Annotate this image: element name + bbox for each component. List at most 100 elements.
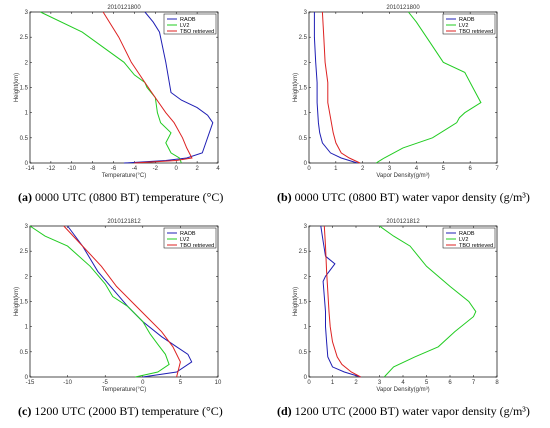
caption-a: (a) 0000 UTC (0800 BT) temperature (°C) bbox=[0, 190, 270, 205]
legend-label: TBO retrieved bbox=[459, 29, 493, 35]
legend-label: RAOB bbox=[459, 17, 475, 23]
y-tick-label: 0.5 bbox=[20, 350, 29, 356]
y-tick-label: 0.5 bbox=[20, 136, 29, 142]
x-tick-label: 2 bbox=[354, 380, 358, 386]
y-axis-label: Height(km) bbox=[14, 287, 20, 316]
series-line-raob bbox=[313, 12, 358, 164]
x-tick-label: 0 bbox=[141, 380, 145, 386]
series-line-raob bbox=[67, 225, 193, 378]
series-line-lv2 bbox=[379, 225, 477, 378]
y-tick-label: 1.5 bbox=[299, 300, 308, 306]
y-tick-label: 2 bbox=[25, 60, 29, 66]
chart-title: 2010121800 bbox=[107, 5, 141, 11]
caption-text: 0000 UTC (0800 BT) water vapor density (… bbox=[294, 190, 530, 204]
chart-title: 2010121800 bbox=[386, 5, 420, 11]
legend-label: LV2 bbox=[180, 23, 189, 29]
x-tick-label: 7 bbox=[495, 166, 499, 172]
caption-text: 1200 UTC (2000 BT) water vapor density (… bbox=[294, 404, 530, 418]
x-tick-label: 5 bbox=[442, 166, 446, 172]
x-tick-label: -12 bbox=[47, 166, 56, 172]
caption-letter: (b) bbox=[277, 190, 292, 204]
y-tick-label: 0 bbox=[25, 161, 29, 167]
series-line-raob bbox=[320, 225, 361, 378]
x-axis-label: Temperature(°C) bbox=[102, 387, 146, 393]
y-tick-label: 2 bbox=[25, 274, 29, 280]
series-line-lv2 bbox=[375, 11, 482, 164]
panel-d: 2010121812 0 1 2 3 4 5 6 7 8 0 0.5 1 1.5 2 2.5 3 Vapor De… bbox=[275, 214, 550, 428]
legend-label: TBO retrieved bbox=[459, 243, 493, 249]
chart-title: 2010121812 bbox=[386, 219, 420, 225]
series-line-tbo bbox=[102, 11, 193, 164]
series-line-tbo bbox=[323, 225, 361, 378]
caption-text: 0000 UTC (0800 BT) temperature (°C) bbox=[35, 190, 224, 204]
y-axis-label: Height(km) bbox=[293, 287, 299, 316]
x-tick-label: 3 bbox=[378, 380, 382, 386]
series-line-lv2 bbox=[29, 225, 170, 378]
series-line-lv2 bbox=[40, 11, 182, 164]
legend-label: LV2 bbox=[180, 237, 189, 243]
x-tick-label: -8 bbox=[90, 166, 96, 172]
x-axis-label: Temperature(°C) bbox=[102, 173, 146, 179]
y-tick-label: 3 bbox=[25, 224, 29, 230]
x-tick-label: 1 bbox=[334, 166, 338, 172]
caption-letter: (c) bbox=[18, 404, 32, 418]
series-line-tbo bbox=[63, 225, 181, 378]
caption-letter: (d) bbox=[277, 404, 292, 418]
y-tick-label: 2.5 bbox=[20, 249, 29, 255]
x-tick-label: -2 bbox=[153, 166, 159, 172]
x-tick-label: -4 bbox=[132, 166, 138, 172]
y-tick-label: 2 bbox=[304, 60, 308, 66]
x-tick-label: -15 bbox=[26, 380, 35, 386]
x-tick-label: 2 bbox=[195, 166, 199, 172]
legend-label: RAOB bbox=[459, 231, 475, 237]
y-axis-label: Height(km) bbox=[293, 73, 299, 102]
y-tick-label: 1 bbox=[25, 111, 29, 117]
legend-label: LV2 bbox=[459, 23, 468, 29]
x-axis-label: Vapor Density(g/m³) bbox=[376, 173, 429, 179]
caption-letter: (a) bbox=[18, 190, 32, 204]
chart-title: 2010121812 bbox=[107, 219, 141, 225]
legend-label: TBO retrieved bbox=[180, 243, 214, 249]
x-tick-label: 8 bbox=[495, 380, 499, 386]
x-tick-label: 4 bbox=[415, 166, 419, 172]
legend-label: RAOB bbox=[180, 17, 196, 23]
y-tick-label: 2 bbox=[304, 274, 308, 280]
x-tick-label: 1 bbox=[331, 380, 335, 386]
x-tick-label: 0 bbox=[307, 380, 311, 386]
y-tick-label: 3 bbox=[304, 10, 308, 16]
x-tick-label: -10 bbox=[67, 166, 76, 172]
y-tick-label: 2.5 bbox=[299, 249, 308, 255]
y-tick-label: 1.5 bbox=[20, 300, 29, 306]
x-tick-label: 2 bbox=[361, 166, 365, 172]
chart-a: 2010121800 -14 -12 -10 -8 -6 -4 -2 0 2 4 0 0.5 1 1.5 2 2… bbox=[14, 5, 220, 179]
x-tick-label: -6 bbox=[111, 166, 117, 172]
legend-label: LV2 bbox=[459, 237, 468, 243]
panel-b: 2010121800 0 1 2 3 4 5 6 7 0 0.5 1 1.5 2 2.5 3 Vapor Den… bbox=[275, 0, 550, 214]
x-tick-label: 0 bbox=[175, 166, 179, 172]
x-tick-label: 5 bbox=[179, 380, 183, 386]
y-tick-label: 0.5 bbox=[299, 350, 308, 356]
panel-a: 2010121800 -14 -12 -10 -8 -6 -4 -2 0 2 4 0 0.5 1 1.5 2 2… bbox=[0, 0, 270, 214]
x-tick-label: 5 bbox=[425, 380, 429, 386]
y-tick-label: 1.5 bbox=[299, 86, 308, 92]
caption-c: (c) 1200 UTC (2000 BT) temperature (°C) bbox=[0, 404, 270, 419]
x-tick-label: 4 bbox=[401, 380, 405, 386]
y-tick-label: 1.5 bbox=[20, 86, 29, 92]
x-tick-label: 3 bbox=[388, 166, 392, 172]
x-tick-label: 4 bbox=[216, 166, 220, 172]
x-tick-label: 6 bbox=[468, 166, 472, 172]
y-tick-label: 0.5 bbox=[299, 136, 308, 142]
series-line-tbo bbox=[321, 11, 361, 164]
legend-label: TBO retrieved bbox=[180, 29, 214, 35]
x-tick-label: 10 bbox=[215, 380, 222, 386]
x-axis-label: Vapor Density(g/m³) bbox=[376, 387, 429, 393]
x-tick-label: 7 bbox=[472, 380, 476, 386]
y-tick-label: 3 bbox=[304, 224, 308, 230]
panel-c: 2010121812 -15 -10 -5 0 5 10 0 0.5 1 1.5 2 2.5 3 Tempe… bbox=[0, 214, 270, 428]
caption-b: (b) 0000 UTC (0800 BT) water vapor densi… bbox=[275, 190, 550, 205]
y-axis-label: Height(km) bbox=[14, 73, 20, 102]
caption-d: (d) 1200 UTC (2000 BT) water vapor densi… bbox=[275, 404, 550, 419]
y-tick-label: 1 bbox=[304, 111, 308, 117]
y-tick-label: 2.5 bbox=[299, 35, 308, 41]
